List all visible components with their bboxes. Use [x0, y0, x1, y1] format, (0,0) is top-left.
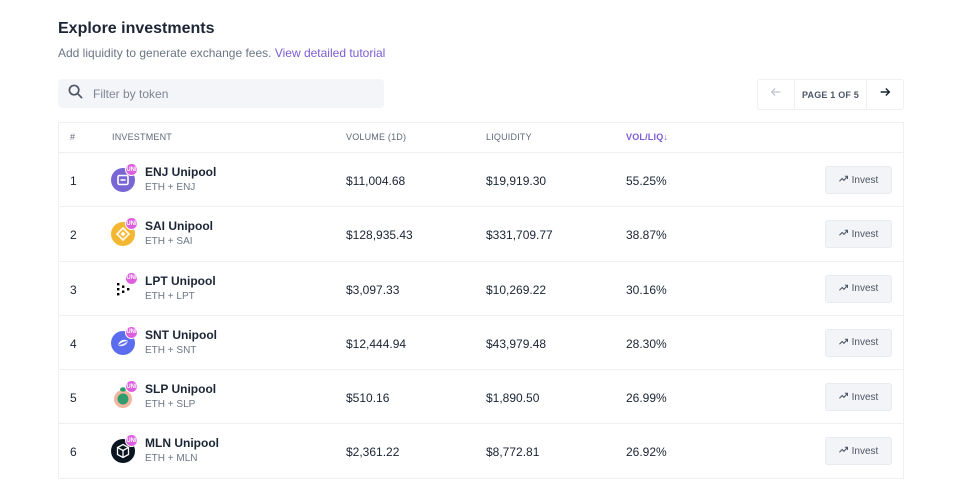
volume-value: $11,004.68 — [346, 174, 406, 188]
page-indicator: PAGE 1 OF 5 — [794, 80, 867, 109]
vol-liq-value: 30.16% — [626, 282, 667, 297]
pool-name: ENJ Unipool — [145, 165, 217, 179]
row-number: 5 — [70, 391, 77, 406]
sort-arrow-icon: ↓ — [663, 132, 669, 142]
uniswap-badge-icon: UNI — [125, 380, 138, 394]
pool-name: SLP Unipool — [145, 382, 217, 397]
table-body: 1 UNI ENJ Unipool ETH + ENJ $11,004.68 $… — [59, 153, 903, 479]
invest-button[interactable]: Invest — [825, 328, 892, 357]
table-row: 1 UNI ENJ Unipool ETH + ENJ $11,004.68 $… — [59, 153, 903, 208]
volume-value: $12,444.94 — [346, 336, 407, 351]
trend-up-icon — [838, 174, 852, 186]
row-number: 2 — [70, 228, 77, 243]
page-title: Explore investments — [58, 20, 215, 37]
invest-button[interactable]: Invest — [825, 383, 892, 412]
uniswap-badge-icon: UNI — [125, 163, 138, 176]
vol-liq-value: 55.25% — [626, 174, 667, 188]
trend-up-icon — [838, 445, 852, 457]
column-header-vol-liq[interactable]: VOL/LIQ↓ — [626, 132, 668, 142]
uniswap-badge-icon: UNI — [125, 271, 138, 285]
invest-label: Invest — [851, 445, 879, 457]
search-bar[interactable] — [58, 79, 384, 108]
row-number: 6 — [70, 445, 77, 460]
page-subtitle: Add liquidity to generate exchange fees.… — [58, 46, 385, 60]
vol-liq-value: 28.30% — [626, 336, 667, 351]
pool-pair: ETH + SLP — [145, 399, 196, 411]
table-row: 4 UNI SNT Unipool ETH + SNT $12,444.94 $… — [59, 316, 903, 371]
table-row: 6 UNI MLN Unipool ETH + MLN $2,361.22 $8… — [59, 424, 903, 479]
invest-button[interactable]: Invest — [825, 220, 892, 249]
trend-up-icon — [838, 391, 852, 403]
invest-label: Invest — [851, 174, 879, 186]
invest-button[interactable]: Invest — [825, 274, 892, 303]
pagination: PAGE 1 OF 5 — [757, 79, 904, 110]
liquidity-value: $43,979.48 — [486, 336, 547, 351]
tutorial-link[interactable]: View detailed tutorial — [274, 46, 386, 60]
column-header-num: # — [70, 132, 76, 142]
lpt-token-icon — [111, 277, 135, 301]
pool-name: SAI Unipool — [145, 219, 213, 234]
liquidity-value: $19,919.30 — [486, 174, 547, 188]
volume-value: $510.16 — [346, 391, 390, 406]
subtitle-text: Add liquidity to generate exchange fees. — [58, 46, 272, 60]
column-header-investment[interactable]: INVESTMENT — [112, 132, 173, 142]
table-header: # INVESTMENT VOLUME (1D) LIQUIDITY VOL/L… — [59, 123, 903, 153]
uniswap-badge-icon: UNI — [125, 434, 138, 448]
column-header-liquidity[interactable]: LIQUIDITY — [486, 132, 532, 142]
pool-pair: ETH + SAI — [145, 236, 193, 248]
liquidity-value: $8,772.81 — [486, 445, 540, 460]
trend-up-icon — [838, 228, 852, 240]
volume-value: $3,097.33 — [346, 282, 400, 297]
pool-name: LPT Unipool — [145, 273, 216, 288]
arrow-right-icon — [878, 85, 892, 104]
column-header-volume[interactable]: VOLUME (1D) — [346, 132, 407, 142]
uniswap-badge-icon: UNI — [125, 325, 138, 339]
table-row: 5 UNI SLP Unipool ETH + SLP $510.16 $1,8… — [59, 370, 903, 425]
trend-up-icon — [838, 337, 852, 349]
pool-name: MLN Unipool — [145, 436, 219, 451]
investments-table: # INVESTMENT VOLUME (1D) LIQUIDITY VOL/L… — [58, 122, 904, 479]
table-row: 3 UNI LPT Unipool ETH + LPT $3,097.33 $1… — [59, 262, 903, 316]
uniswap-badge-icon: UNI — [125, 217, 138, 231]
row-number: 3 — [70, 282, 77, 297]
slp-token-icon — [111, 385, 135, 409]
invest-button[interactable]: Invest — [825, 166, 892, 194]
invest-button[interactable]: Invest — [825, 437, 892, 466]
liquidity-value: $1,890.50 — [486, 391, 540, 406]
table-row: 2 UNI SAI Unipool ETH + SAI $128,935.43 … — [59, 207, 903, 262]
trend-up-icon — [838, 283, 852, 295]
liquidity-value: $331,709.77 — [486, 228, 553, 243]
invest-label: Invest — [851, 228, 879, 240]
prev-page-button[interactable] — [758, 80, 794, 109]
search-icon — [68, 84, 83, 104]
arrow-left-icon — [769, 85, 783, 104]
pool-pair: ETH + MLN — [145, 453, 198, 465]
invest-label: Invest — [851, 337, 879, 349]
vol-liq-value: 26.99% — [626, 391, 667, 406]
search-input[interactable] — [93, 86, 353, 101]
pool-name: SNT Unipool — [145, 327, 217, 342]
invest-label: Invest — [851, 283, 879, 295]
row-number: 1 — [70, 174, 77, 188]
invest-label: Invest — [851, 391, 879, 403]
column-header-vol-liq-label: VOL/LIQ — [626, 132, 664, 142]
next-page-button[interactable] — [867, 80, 903, 109]
volume-value: $128,935.43 — [346, 228, 413, 243]
pool-pair: ETH + LPT — [145, 290, 195, 302]
pool-pair: ETH + ENJ — [145, 182, 196, 193]
row-number: 4 — [70, 336, 77, 351]
liquidity-value: $10,269.22 — [486, 282, 547, 297]
vol-liq-value: 26.92% — [626, 445, 667, 460]
vol-liq-value: 38.87% — [626, 228, 667, 243]
volume-value: $2,361.22 — [346, 445, 400, 460]
pool-pair: ETH + SNT — [145, 344, 197, 356]
